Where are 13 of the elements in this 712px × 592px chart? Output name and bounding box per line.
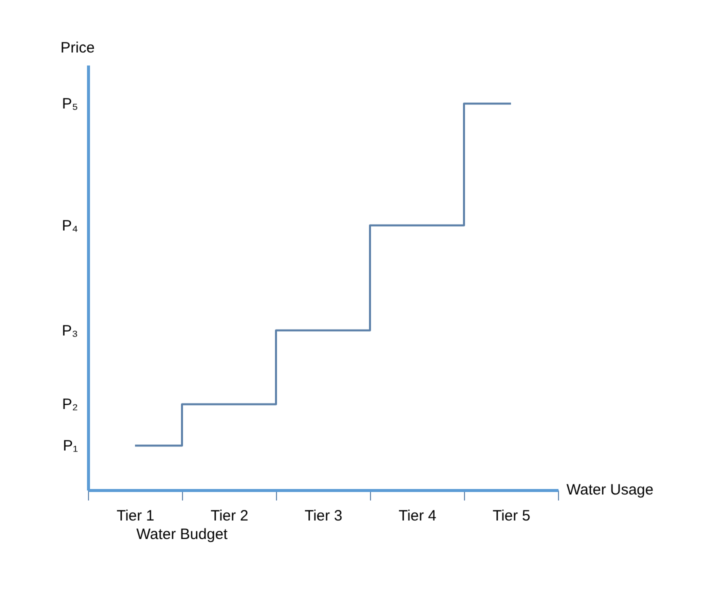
text: P₃	[62, 322, 78, 340]
x-tick-label: Tier 3	[304, 508, 342, 524]
x-tick-label: Tier 4	[398, 508, 436, 524]
x-tick-label: Tier 1	[116, 508, 154, 524]
text: P₁	[62, 438, 78, 455]
text: P₅	[62, 96, 78, 113]
x-tick-label: Tier 2	[210, 508, 248, 524]
text: P₄	[62, 217, 78, 234]
x-tick-label: Tier 5	[492, 508, 530, 524]
y-axis-title: Price	[60, 40, 95, 56]
text: P₂	[62, 396, 78, 414]
x-axis-title: Water Usage	[566, 482, 654, 498]
text: Water Budget	[136, 526, 228, 543]
